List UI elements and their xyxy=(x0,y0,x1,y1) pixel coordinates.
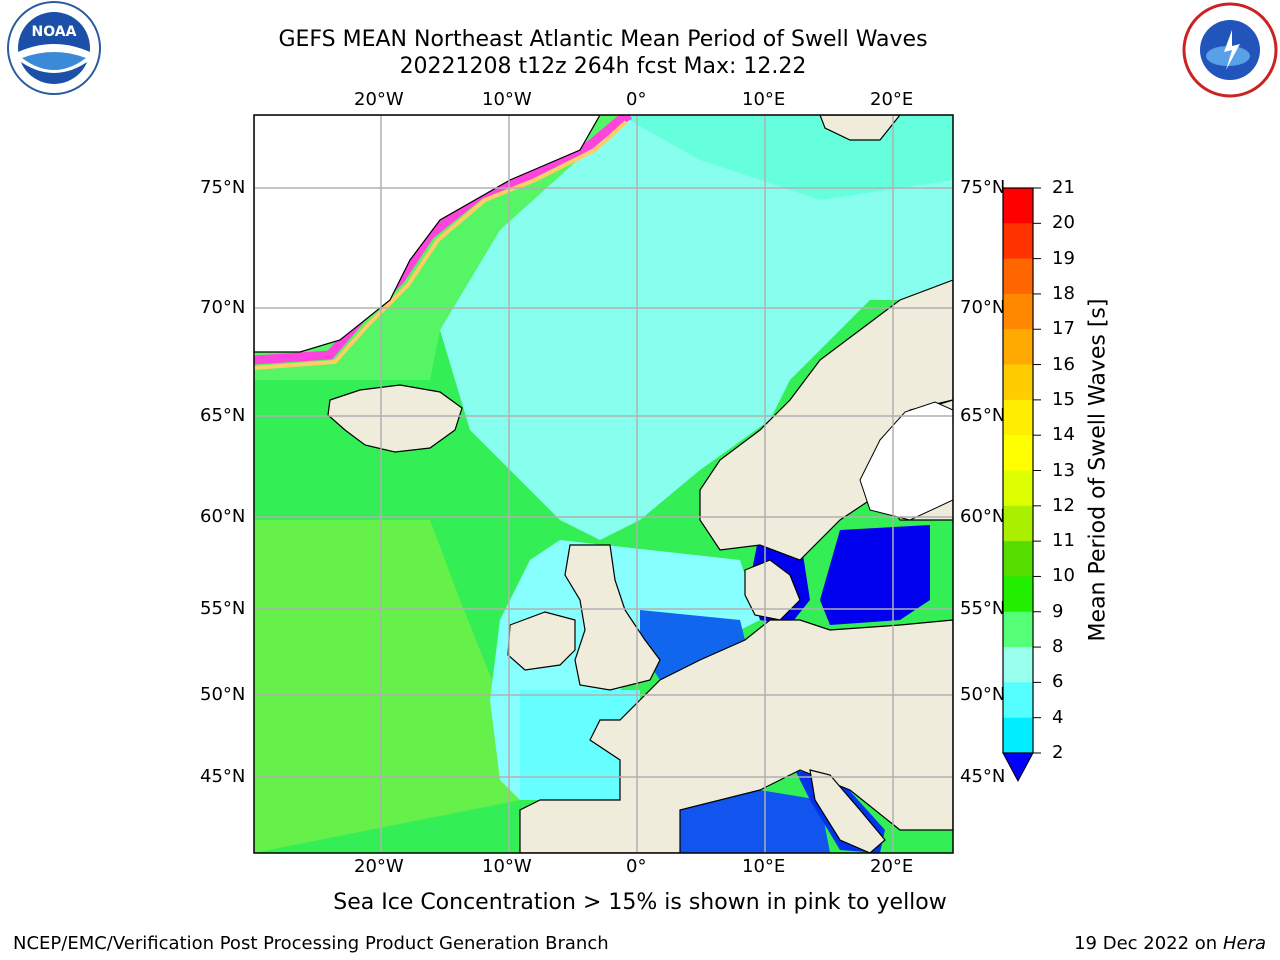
colorbar-tick-label: 14 xyxy=(1052,424,1075,446)
europe-mainland xyxy=(519,619,953,853)
lat-label-right: 70°N xyxy=(960,297,1006,318)
lat-label-right: 50°N xyxy=(960,684,1006,705)
colorbar-tick-label: 19 xyxy=(1052,247,1075,269)
colorbar-tick-label: 11 xyxy=(1052,530,1075,552)
map-title: GEFS MEAN Northeast Atlantic Mean Period… xyxy=(278,27,928,52)
colorbar-tick-label: 13 xyxy=(1052,459,1075,481)
colorbar-cell xyxy=(1003,293,1033,330)
swell-blue-mediterranean xyxy=(670,790,830,853)
gulf-of-bothnia xyxy=(859,401,953,521)
colorbar-tick-label: 12 xyxy=(1052,494,1075,516)
colorbar-cell xyxy=(1003,576,1033,613)
colorbar-cell xyxy=(1003,223,1033,260)
colorbar-cell xyxy=(1003,717,1033,754)
colorbar-extension-arrow xyxy=(1002,752,1034,783)
lon-label-bottom: 0° xyxy=(626,856,647,877)
lat-label-left: 50°N xyxy=(200,684,246,705)
svg-text:NOAA: NOAA xyxy=(32,24,77,40)
colorbar-tick-label: 9 xyxy=(1052,600,1064,622)
colorbar-cell xyxy=(1003,505,1033,542)
colorbar-cell xyxy=(1003,682,1033,719)
colorbar-cell xyxy=(1003,470,1033,507)
colorbar-tick-label: 4 xyxy=(1052,706,1064,728)
denmark xyxy=(744,559,801,621)
lat-label-left: 70°N xyxy=(200,297,246,318)
colorbar-cell xyxy=(1003,258,1033,295)
lat-label-right: 65°N xyxy=(960,405,1006,426)
noaa-logo: NOAA xyxy=(7,1,101,95)
lat-label-right: 75°N xyxy=(960,177,1006,198)
sea-ice-edge xyxy=(254,115,633,365)
lon-label-top: 10°E xyxy=(742,89,786,110)
swell-cyan-region xyxy=(440,115,953,540)
svalbard xyxy=(819,115,901,141)
footer-date: 19 Dec 2022 on Hera xyxy=(1074,933,1266,954)
colorbar-cell xyxy=(1003,611,1033,648)
lat-label-right: 60°N xyxy=(960,506,1006,527)
iceland xyxy=(327,384,463,453)
swell-blue-north-sea xyxy=(640,610,745,680)
colorbar-cell xyxy=(1003,435,1033,471)
lon-label-bottom: 20°E xyxy=(870,856,914,877)
lon-label-top: 20°E xyxy=(870,89,914,110)
italy xyxy=(809,769,886,853)
colorbar-tick-label: 15 xyxy=(1052,388,1075,410)
lon-label-bottom: 10°E xyxy=(742,856,786,877)
colorbar-tick-label: 2 xyxy=(1052,742,1064,763)
lat-label-right: 55°N xyxy=(960,598,1006,619)
colorbar-tick-label: 18 xyxy=(1052,282,1075,304)
map-frame xyxy=(253,114,954,854)
footer-credit: NCEP/EMC/Verification Post Processing Pr… xyxy=(13,933,609,954)
swell-cyan-bay xyxy=(520,690,640,800)
sea-ice-edge-yellow xyxy=(254,120,628,370)
colorbar-frame xyxy=(1002,187,1034,754)
colorbar-cell xyxy=(1003,399,1033,436)
colorbar-tick-label: 16 xyxy=(1052,353,1075,375)
lat-label-left: 60°N xyxy=(200,506,246,527)
footer-host: Hera xyxy=(1222,933,1266,954)
colorbar-tick-label: 8 xyxy=(1052,636,1064,658)
colorbar-tick-label: 17 xyxy=(1052,318,1075,340)
lon-label-bottom: 20°W xyxy=(354,856,404,877)
colorbar-cell xyxy=(1003,647,1033,683)
greenland xyxy=(254,115,601,353)
gridlines xyxy=(254,115,953,853)
colorbar-tick-label: 21 xyxy=(1052,177,1075,198)
lat-label-left: 45°N xyxy=(200,766,246,787)
nws-logo xyxy=(1182,2,1278,98)
lon-label-top: 10°W xyxy=(482,89,532,110)
lon-label-top: 20°W xyxy=(354,89,404,110)
lat-label-right: 45°N xyxy=(960,766,1006,787)
lon-label-top: 0° xyxy=(626,89,647,110)
lat-label-left: 65°N xyxy=(200,405,246,426)
lat-label-left: 55°N xyxy=(200,598,246,619)
lon-label-bottom: 10°W xyxy=(482,856,532,877)
colorbar-cell xyxy=(1003,541,1033,577)
colorbar-tick-label: 20 xyxy=(1052,212,1075,234)
map-subtitle: 20221208 t12z 264h fcst Max: 12.22 xyxy=(399,54,807,79)
colorbar-title: Mean Period of Swell Waves [s] xyxy=(1085,298,1111,642)
footer-date-text: 19 Dec 2022 on xyxy=(1074,933,1218,954)
ireland xyxy=(507,611,576,671)
lat-label-left: 75°N xyxy=(200,177,246,198)
colorbar xyxy=(1003,187,1041,754)
colorbar-cell xyxy=(1003,329,1033,366)
swell-lightgreen-region xyxy=(254,520,520,853)
colorbar-cell xyxy=(1003,188,1033,224)
sea-ice-caption: Sea Ice Concentration > 15% is shown in … xyxy=(333,890,947,915)
colorbar-tick-label: 6 xyxy=(1052,671,1064,693)
colorbar-tick-label: 10 xyxy=(1052,565,1075,587)
colorbar-cell xyxy=(1003,364,1033,401)
